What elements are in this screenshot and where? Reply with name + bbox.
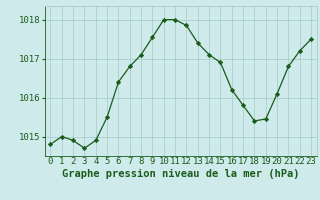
X-axis label: Graphe pression niveau de la mer (hPa): Graphe pression niveau de la mer (hPa) bbox=[62, 168, 300, 179]
